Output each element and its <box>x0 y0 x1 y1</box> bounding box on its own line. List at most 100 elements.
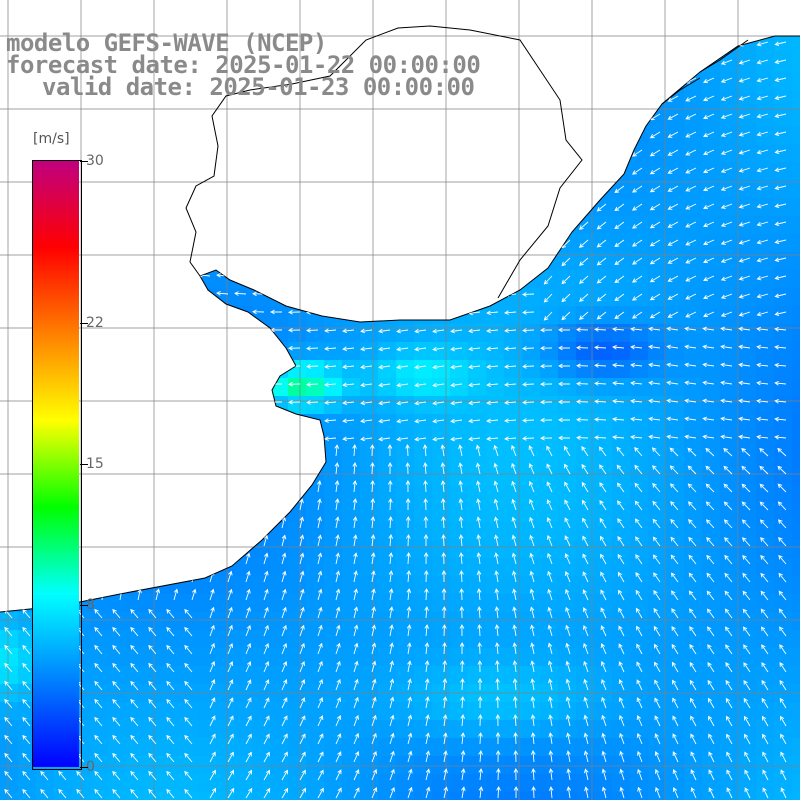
sea-cell <box>684 288 703 307</box>
sea-cell <box>792 486 800 505</box>
wind-arrow <box>494 606 500 619</box>
sea-cell <box>324 558 343 577</box>
wind-arrow <box>687 447 697 457</box>
wind-arrow <box>184 770 193 781</box>
sea-cell <box>522 792 541 800</box>
sea-cell <box>432 576 451 595</box>
wind-arrow <box>460 696 465 709</box>
sea-cell <box>360 342 379 361</box>
wind-arrow <box>4 752 13 763</box>
sea-cell <box>684 666 703 685</box>
wind-arrow <box>612 416 625 422</box>
sea-cell <box>414 630 433 649</box>
sea-cell <box>450 414 469 433</box>
wind-arrow <box>335 678 341 691</box>
sea-cell <box>576 504 595 523</box>
wind-arrow <box>440 462 446 475</box>
wind-arrow <box>672 715 679 727</box>
sea-cell <box>108 666 127 685</box>
sea-cell <box>720 72 739 91</box>
wind-arrow <box>548 714 553 727</box>
sea-cell <box>342 630 361 649</box>
wind-arrow <box>632 311 643 319</box>
sea-cell <box>432 324 451 343</box>
wind-arrow <box>424 588 429 601</box>
sea-cell <box>738 396 757 415</box>
sea-cell <box>540 576 559 595</box>
wind-arrow <box>635 554 643 565</box>
wind-arrow <box>405 462 411 475</box>
sea-cell <box>468 360 487 379</box>
sea-cell <box>576 666 595 685</box>
sea-cell <box>288 720 307 739</box>
wind-arrow <box>612 380 625 386</box>
wind-arrow <box>441 606 447 619</box>
wind-arrow <box>667 185 679 192</box>
wind-arrow <box>667 257 679 264</box>
sea-cell <box>450 702 469 721</box>
wind-arrow <box>528 480 535 493</box>
wind-arrow <box>425 696 430 709</box>
sea-cell <box>756 378 775 397</box>
sea-cell <box>306 792 325 800</box>
wind-arrow <box>486 328 499 334</box>
wind-arrow <box>477 696 483 709</box>
wind-arrow <box>684 344 697 350</box>
wind-arrow <box>227 570 233 583</box>
wind-arrow <box>227 679 234 691</box>
sea-cell <box>612 450 631 469</box>
sea-cell <box>720 342 739 361</box>
wind-arrow <box>335 787 342 799</box>
sea-cell <box>432 504 451 523</box>
wind-arrow <box>726 715 733 727</box>
wind-arrow <box>617 500 625 511</box>
colorbar-tick-label: 15 <box>86 456 104 472</box>
wind-arrow <box>388 570 394 583</box>
wind-arrow <box>634 518 643 529</box>
wind-arrow <box>685 113 697 120</box>
wind-arrow <box>582 624 589 637</box>
sea-cell <box>738 324 757 343</box>
sea-cell <box>378 396 397 415</box>
wind-arrow <box>450 400 463 406</box>
wind-arrow <box>630 416 643 422</box>
sea-cell <box>648 738 667 757</box>
colorbar <box>33 161 79 767</box>
sea-cell <box>288 576 307 595</box>
sea-cell <box>540 324 559 343</box>
sea-cell <box>126 648 145 667</box>
wind-arrow <box>406 624 412 637</box>
wind-arrow <box>720 326 733 332</box>
sea-cell <box>792 774 800 793</box>
sea-cell <box>468 486 487 505</box>
wind-arrow <box>743 715 751 727</box>
sea-cell <box>360 540 379 559</box>
wind-arrow <box>468 400 481 406</box>
sea-cell <box>522 306 541 325</box>
wind-arrow <box>649 131 661 139</box>
wind-arrow <box>335 606 341 619</box>
wind-arrow <box>723 519 733 529</box>
sea-cell <box>648 576 667 595</box>
wind-arrow <box>565 678 571 691</box>
wind-arrow <box>652 500 661 511</box>
sea-cell <box>756 216 775 235</box>
wind-arrow <box>636 643 643 655</box>
sea-cell <box>252 630 271 649</box>
wind-arrow <box>756 131 769 137</box>
sea-cell <box>0 612 19 631</box>
wind-arrow <box>94 644 103 655</box>
sea-cell <box>360 450 379 469</box>
sea-cell <box>720 738 739 757</box>
wind-arrow <box>511 534 517 547</box>
wind-arrow <box>619 786 625 799</box>
sea-cell <box>792 648 800 667</box>
wind-arrow <box>495 750 501 763</box>
sea-cell <box>108 630 127 649</box>
wind-arrow <box>759 501 769 511</box>
sea-cell <box>792 288 800 307</box>
wind-arrow <box>299 534 305 547</box>
wind-arrow <box>720 59 733 65</box>
wind-arrow <box>599 500 607 511</box>
sea-cell <box>576 342 595 361</box>
